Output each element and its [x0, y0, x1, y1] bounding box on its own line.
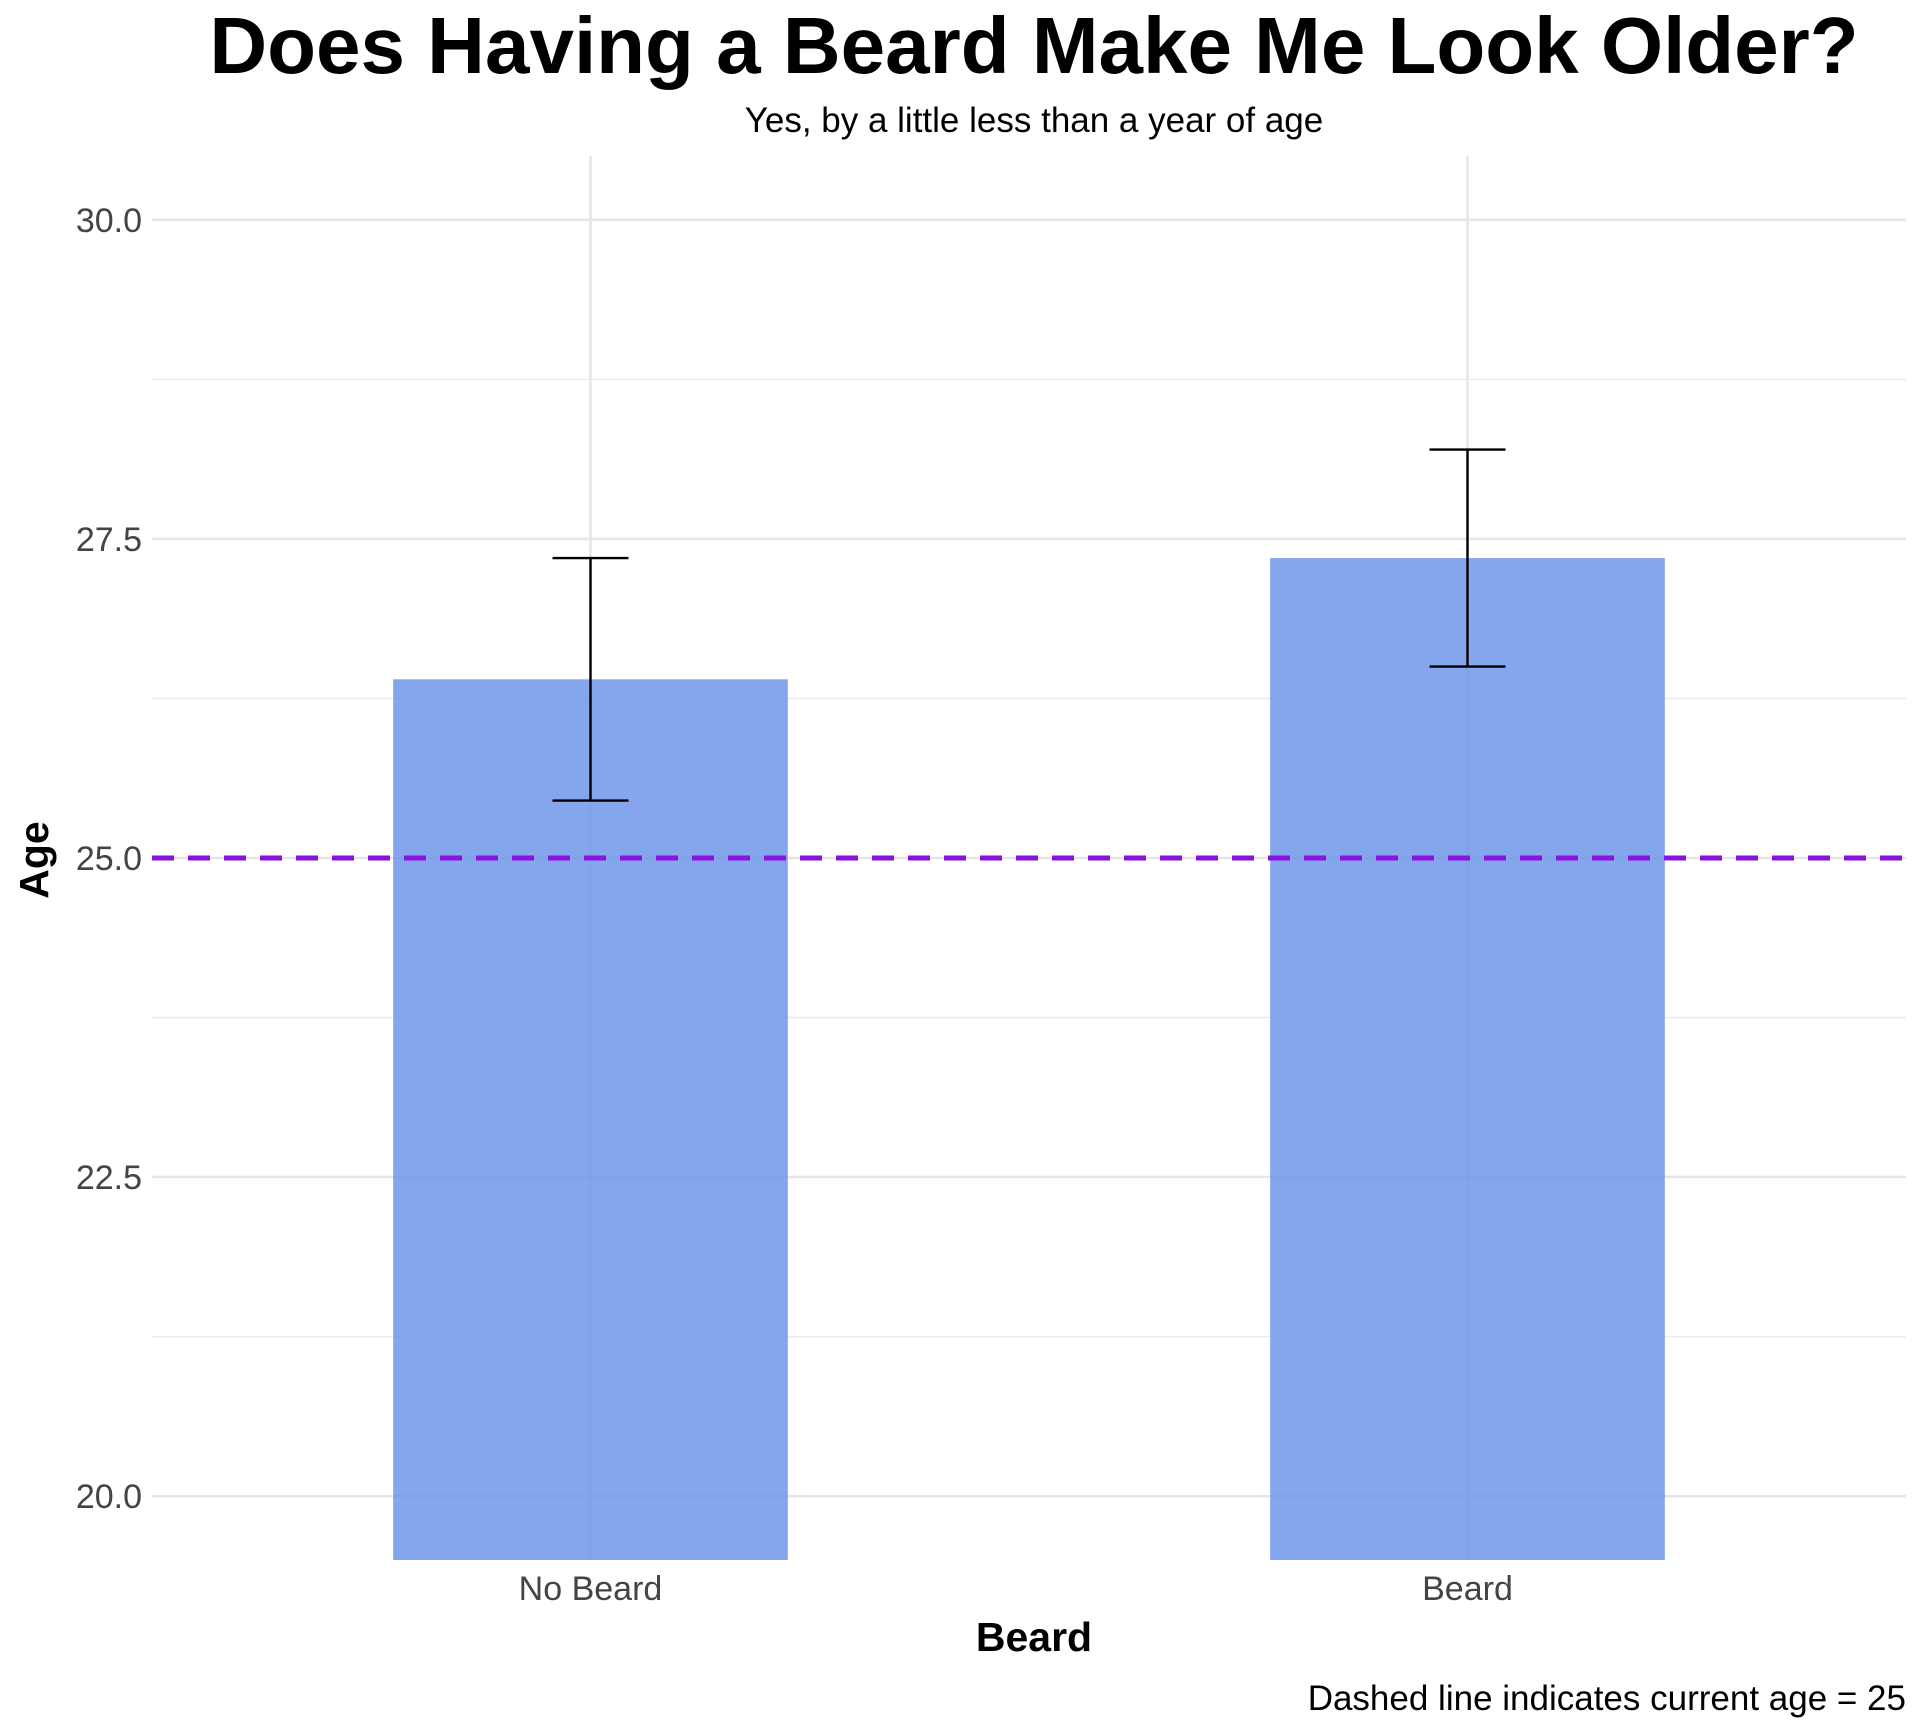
y-tick-labels: 20.0 22.5 25.0 27.5 30.0 — [76, 202, 142, 1516]
y-tick-label: 25.0 — [76, 840, 142, 878]
y-tick-label: 27.5 — [76, 521, 142, 559]
x-tick-label: No Beard — [519, 1570, 663, 1608]
chart-caption: Dashed line indicates current age = 25 — [1308, 1679, 1906, 1718]
bars — [393, 558, 1665, 1560]
y-axis-title: Age — [11, 821, 57, 898]
error-bars — [552, 448, 1506, 802]
chart-title: Does Having a Beard Make Me Look Older? — [209, 1, 1858, 90]
y-tick-label: 30.0 — [76, 202, 142, 240]
y-tick-label: 22.5 — [76, 1159, 142, 1197]
chart-subtitle: Yes, by a little less than a year of age — [745, 101, 1324, 140]
x-axis-title: Beard — [976, 1614, 1092, 1660]
x-tick-labels: No Beard Beard — [519, 1570, 1513, 1608]
error-bar — [552, 556, 629, 802]
y-tick-label: 20.0 — [76, 1478, 142, 1516]
error-bar — [1429, 448, 1506, 668]
x-tick-label: Beard — [1422, 1570, 1513, 1608]
bar-no-beard — [393, 679, 788, 1560]
bar-beard — [1270, 558, 1665, 1560]
